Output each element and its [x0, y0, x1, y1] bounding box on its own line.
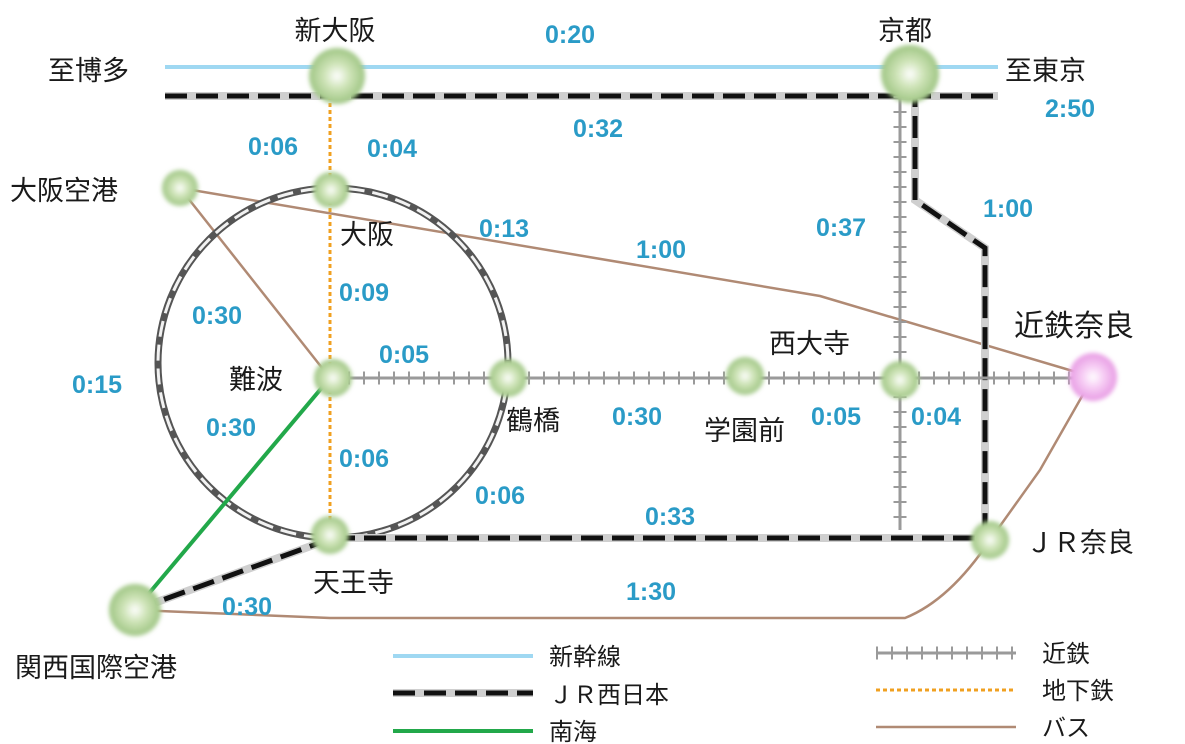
- label-tsuruhashi: 鶴橋: [506, 406, 560, 437]
- time-shin-osaka-osaka-jr: 0:04: [367, 135, 417, 163]
- label-jr-nara: ＪＲ奈良: [1026, 528, 1134, 559]
- time-kyoto-jr-nara: 1:00: [983, 195, 1033, 223]
- legend-label-shinkansen: 新幹線: [549, 643, 621, 671]
- node-osaka-airport[interactable]: [162, 170, 198, 206]
- time-tsuruhashi-tennoji: 0:06: [475, 482, 525, 510]
- time-tsuruhashi-gakuenmae: 0:30: [612, 403, 662, 431]
- legend-item-bus: バス: [876, 714, 1090, 742]
- time-kyoto-tokyo: 2:50: [1045, 95, 1095, 123]
- legend-label-nankai: 南海: [549, 718, 597, 744]
- label-namba: 難波: [229, 365, 283, 396]
- label-kintetsu-nara: 近鉄奈良: [1014, 309, 1134, 344]
- time-tennoji-jr-nara: 0:33: [645, 503, 695, 531]
- legend-item-nankai: 南海: [393, 718, 597, 744]
- time-osaka-airport-namba: 0:30: [192, 302, 242, 330]
- node-gakuenmae[interactable]: [726, 357, 764, 395]
- node-kintetsu-nara[interactable]: [1069, 353, 1117, 401]
- station-nodes: [109, 45, 1117, 636]
- label-gakuenmae: 学園前: [704, 416, 785, 447]
- time-kansai-airport-osaka-loop: 0:15: [72, 371, 122, 399]
- node-namba[interactable]: [314, 359, 352, 397]
- legend-label-jr-west: ＪＲ西日本: [549, 681, 669, 709]
- time-namba-tennoji: 0:06: [339, 445, 389, 473]
- time-namba-kansai-airport: 0:30: [206, 414, 256, 442]
- bus-line-kansai-airport-jr-nara: [134, 539, 992, 620]
- label-to-hakata: 至博多: [48, 56, 129, 87]
- label-osaka: 大阪: [340, 220, 394, 251]
- legend-item-shinkansen: 新幹線: [393, 643, 621, 671]
- nankai-line: [133, 376, 332, 612]
- time-kansai-airport-jr-nara: 1:30: [626, 578, 676, 606]
- node-jr-nara[interactable]: [971, 521, 1009, 559]
- time-namba-tsuruhashi: 0:05: [379, 341, 429, 369]
- legend: 新幹線 ＪＲ西日本 南海 近鉄 地下鉄 バス: [393, 640, 1114, 744]
- legend-item-kintetsu: 近鉄: [876, 640, 1090, 668]
- time-osaka-airport-kintetsu-nara: 1:00: [636, 236, 686, 264]
- time-shin-osaka-osaka-subway: 0:06: [248, 133, 298, 161]
- node-osaka[interactable]: [313, 172, 349, 208]
- label-osaka-airport: 大阪空港: [10, 176, 118, 207]
- bus-lines: [134, 186, 1095, 620]
- time-labels: 0:20 2:50 0:32 0:06 0:04 0:37 1:00 0:13 …: [72, 21, 1095, 621]
- label-saidaiji: 西大寺: [769, 329, 850, 360]
- time-saidaiji-kintetsu-nara: 0:04: [911, 403, 961, 431]
- label-kyoto: 京都: [878, 16, 932, 47]
- legend-item-subway: 地下鉄: [876, 677, 1114, 705]
- node-tsuruhashi[interactable]: [489, 359, 527, 397]
- label-shin-osaka: 新大阪: [295, 16, 376, 47]
- legend-label-kintetsu: 近鉄: [1042, 640, 1090, 668]
- time-shin-osaka-kyoto: 0:20: [545, 21, 595, 49]
- node-shin-osaka[interactable]: [309, 48, 365, 104]
- node-tennoji[interactable]: [311, 516, 349, 554]
- label-kansai-airport: 関西国際空港: [15, 653, 177, 684]
- kintetsu-lines: [333, 96, 1093, 530]
- time-osaka-namba: 0:09: [339, 279, 389, 307]
- label-to-tokyo: 至東京: [1005, 56, 1086, 87]
- time-shin-osaka-kyoto-jr: 0:32: [573, 115, 623, 143]
- legend-label-bus: バス: [1042, 714, 1090, 742]
- node-kansai-airport[interactable]: [109, 584, 161, 636]
- jr-west-lines: [133, 85, 998, 614]
- time-kansai-airport-tennoji: 0:30: [222, 593, 272, 621]
- jr-line-kyoto-jr-nara: [912, 85, 988, 540]
- jr-line-kansai-airport-tennoji: [134, 535, 334, 613]
- node-kyoto[interactable]: [881, 45, 939, 103]
- bus-line-jr-nara-kintetsu-nara: [988, 376, 1095, 541]
- legend-label-subway: 地下鉄: [1042, 677, 1114, 705]
- label-tennoji: 天王寺: [313, 568, 394, 599]
- bus-line-osaka-airport-kintetsu-nara: [179, 186, 1094, 379]
- legend-item-jr-west: ＪＲ西日本: [393, 681, 669, 709]
- node-saidaiji[interactable]: [881, 361, 919, 399]
- time-osaka-tsuruhashi: 0:13: [479, 215, 529, 243]
- bus-line-osaka-airport-namba: [179, 187, 331, 379]
- station-labels: 新大阪 京都 至博多 至東京 大阪空港 大阪 難波 鶴橋 学園前 西大寺 近鉄奈…: [10, 16, 1134, 684]
- time-gakuenmae-saidaiji: 0:05: [811, 403, 861, 431]
- time-kyoto-saidaiji: 0:37: [816, 214, 866, 242]
